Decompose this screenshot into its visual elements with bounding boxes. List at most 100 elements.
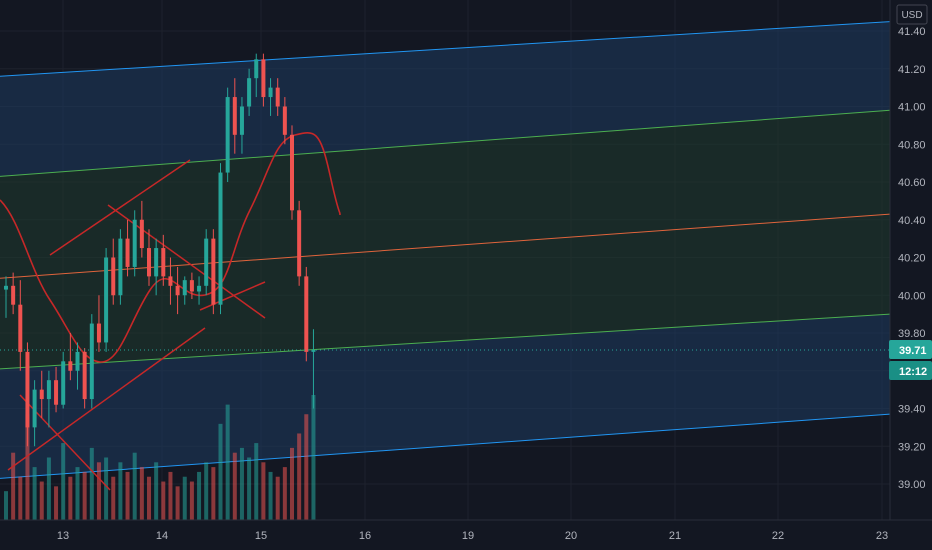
candle-body[interactable] <box>139 219 144 249</box>
channel-inner-lower-line[interactable] <box>0 313 891 370</box>
volume-bar <box>225 404 230 520</box>
candle-body[interactable] <box>239 106 244 135</box>
volume-bar <box>254 443 259 520</box>
volume-bar <box>189 481 194 520</box>
volume-bar <box>39 481 44 520</box>
candle-body[interactable] <box>211 238 216 305</box>
candle-body[interactable] <box>275 87 280 107</box>
currency-button[interactable]: USD <box>896 4 928 25</box>
candle-body[interactable] <box>75 351 80 371</box>
trendline-short[interactable] <box>199 281 266 311</box>
candle-body[interactable] <box>18 304 23 352</box>
candle-body[interactable] <box>118 238 123 296</box>
volume-bar <box>268 471 273 520</box>
candle-body[interactable] <box>61 361 66 405</box>
candle-body[interactable] <box>154 248 159 277</box>
volume-bars <box>4 395 316 520</box>
candle-body[interactable] <box>175 285 180 296</box>
candle-body[interactable] <box>104 257 109 343</box>
candle-body[interactable] <box>297 210 302 277</box>
time-tick-label: 15 <box>255 530 267 542</box>
candle-body[interactable] <box>25 351 30 428</box>
volume-bar <box>96 462 101 520</box>
trend-drawings[interactable] <box>0 132 341 491</box>
candle-body[interactable] <box>247 78 252 107</box>
last-price-badge: 39.71 12:12 <box>889 339 932 380</box>
candle-body[interactable] <box>161 248 166 277</box>
volume-bar <box>247 457 252 520</box>
volume-bar <box>61 443 66 520</box>
candle-body[interactable] <box>261 59 266 98</box>
candle-body[interactable] <box>89 323 94 400</box>
curve-indicator[interactable] <box>0 132 341 363</box>
time-tick-label: 20 <box>565 530 577 542</box>
volume-bar <box>161 481 166 520</box>
price-tick-label: 40.60 <box>898 177 926 189</box>
volume-bar <box>290 447 294 520</box>
candle-body[interactable] <box>182 280 187 296</box>
price-tick-label: 41.20 <box>898 64 926 76</box>
candle-body[interactable] <box>304 276 309 352</box>
price-axis[interactable] <box>890 0 932 520</box>
price-tick-label: 41.00 <box>898 102 926 114</box>
volume-bar <box>18 476 23 520</box>
candle-body[interactable] <box>54 380 59 405</box>
volume-bar <box>311 395 316 520</box>
time-tick-label: 19 <box>462 530 474 542</box>
candle-body[interactable] <box>232 97 237 135</box>
price-tick-label: 39.00 <box>898 479 926 491</box>
candle-body[interactable] <box>268 87 273 98</box>
price-tick-label: 39.80 <box>898 328 926 340</box>
candles[interactable] <box>4 53 316 447</box>
candle-body[interactable] <box>189 280 194 292</box>
candle-body[interactable] <box>68 361 73 371</box>
volume-bar <box>11 452 16 520</box>
candle-body[interactable] <box>132 219 137 267</box>
time-tick-label: 14 <box>156 530 168 542</box>
channel-inner-upper-line[interactable] <box>0 109 891 177</box>
candle-body[interactable] <box>225 97 230 173</box>
volume-bar <box>104 457 109 520</box>
trendline-support[interactable] <box>7 327 206 471</box>
candle-body[interactable] <box>254 59 259 79</box>
volume-bar <box>261 462 266 520</box>
candle-body[interactable] <box>311 349 316 352</box>
volume-bar <box>182 476 187 520</box>
candle-body[interactable] <box>147 248 151 277</box>
volume-bar <box>218 423 223 520</box>
volume-bar <box>54 486 59 520</box>
channel-outer-upper-line[interactable] <box>0 21 891 77</box>
candle-body[interactable] <box>204 238 209 286</box>
candle-body[interactable] <box>111 257 116 296</box>
trendline-resistance-a[interactable] <box>49 159 191 256</box>
candle-body[interactable] <box>82 351 87 400</box>
volume-bar <box>125 471 130 520</box>
candle-body[interactable] <box>168 276 173 286</box>
volume-bar <box>297 433 302 520</box>
candle-body[interactable] <box>125 238 130 267</box>
candle-body[interactable] <box>4 285 8 290</box>
time-axis[interactable] <box>0 520 932 550</box>
candle-body[interactable] <box>96 323 101 343</box>
volume-bar <box>46 457 51 520</box>
price-tick-label: 40.20 <box>898 253 926 265</box>
volume-bar <box>211 467 216 520</box>
volume-bar <box>139 467 144 520</box>
candle-body[interactable] <box>290 134 294 211</box>
volume-bar <box>4 491 8 520</box>
candle-body[interactable] <box>11 285 16 305</box>
time-tick-label: 13 <box>57 530 69 542</box>
candle-body[interactable] <box>218 172 223 305</box>
volume-bar <box>239 447 244 520</box>
time-tick-labels: 13 14 15 16 19 20 21 22 23 <box>57 530 888 542</box>
price-tick-label: 40.00 <box>898 290 926 302</box>
candle-body[interactable] <box>39 389 44 400</box>
volume-bar <box>175 486 180 520</box>
candle-body[interactable] <box>32 389 37 428</box>
channel-outer-lower-line[interactable] <box>0 413 891 479</box>
candle-body[interactable] <box>46 380 51 400</box>
candle-body[interactable] <box>197 285 202 292</box>
time-tick-label: 16 <box>359 530 371 542</box>
candle-body[interactable] <box>282 106 287 135</box>
